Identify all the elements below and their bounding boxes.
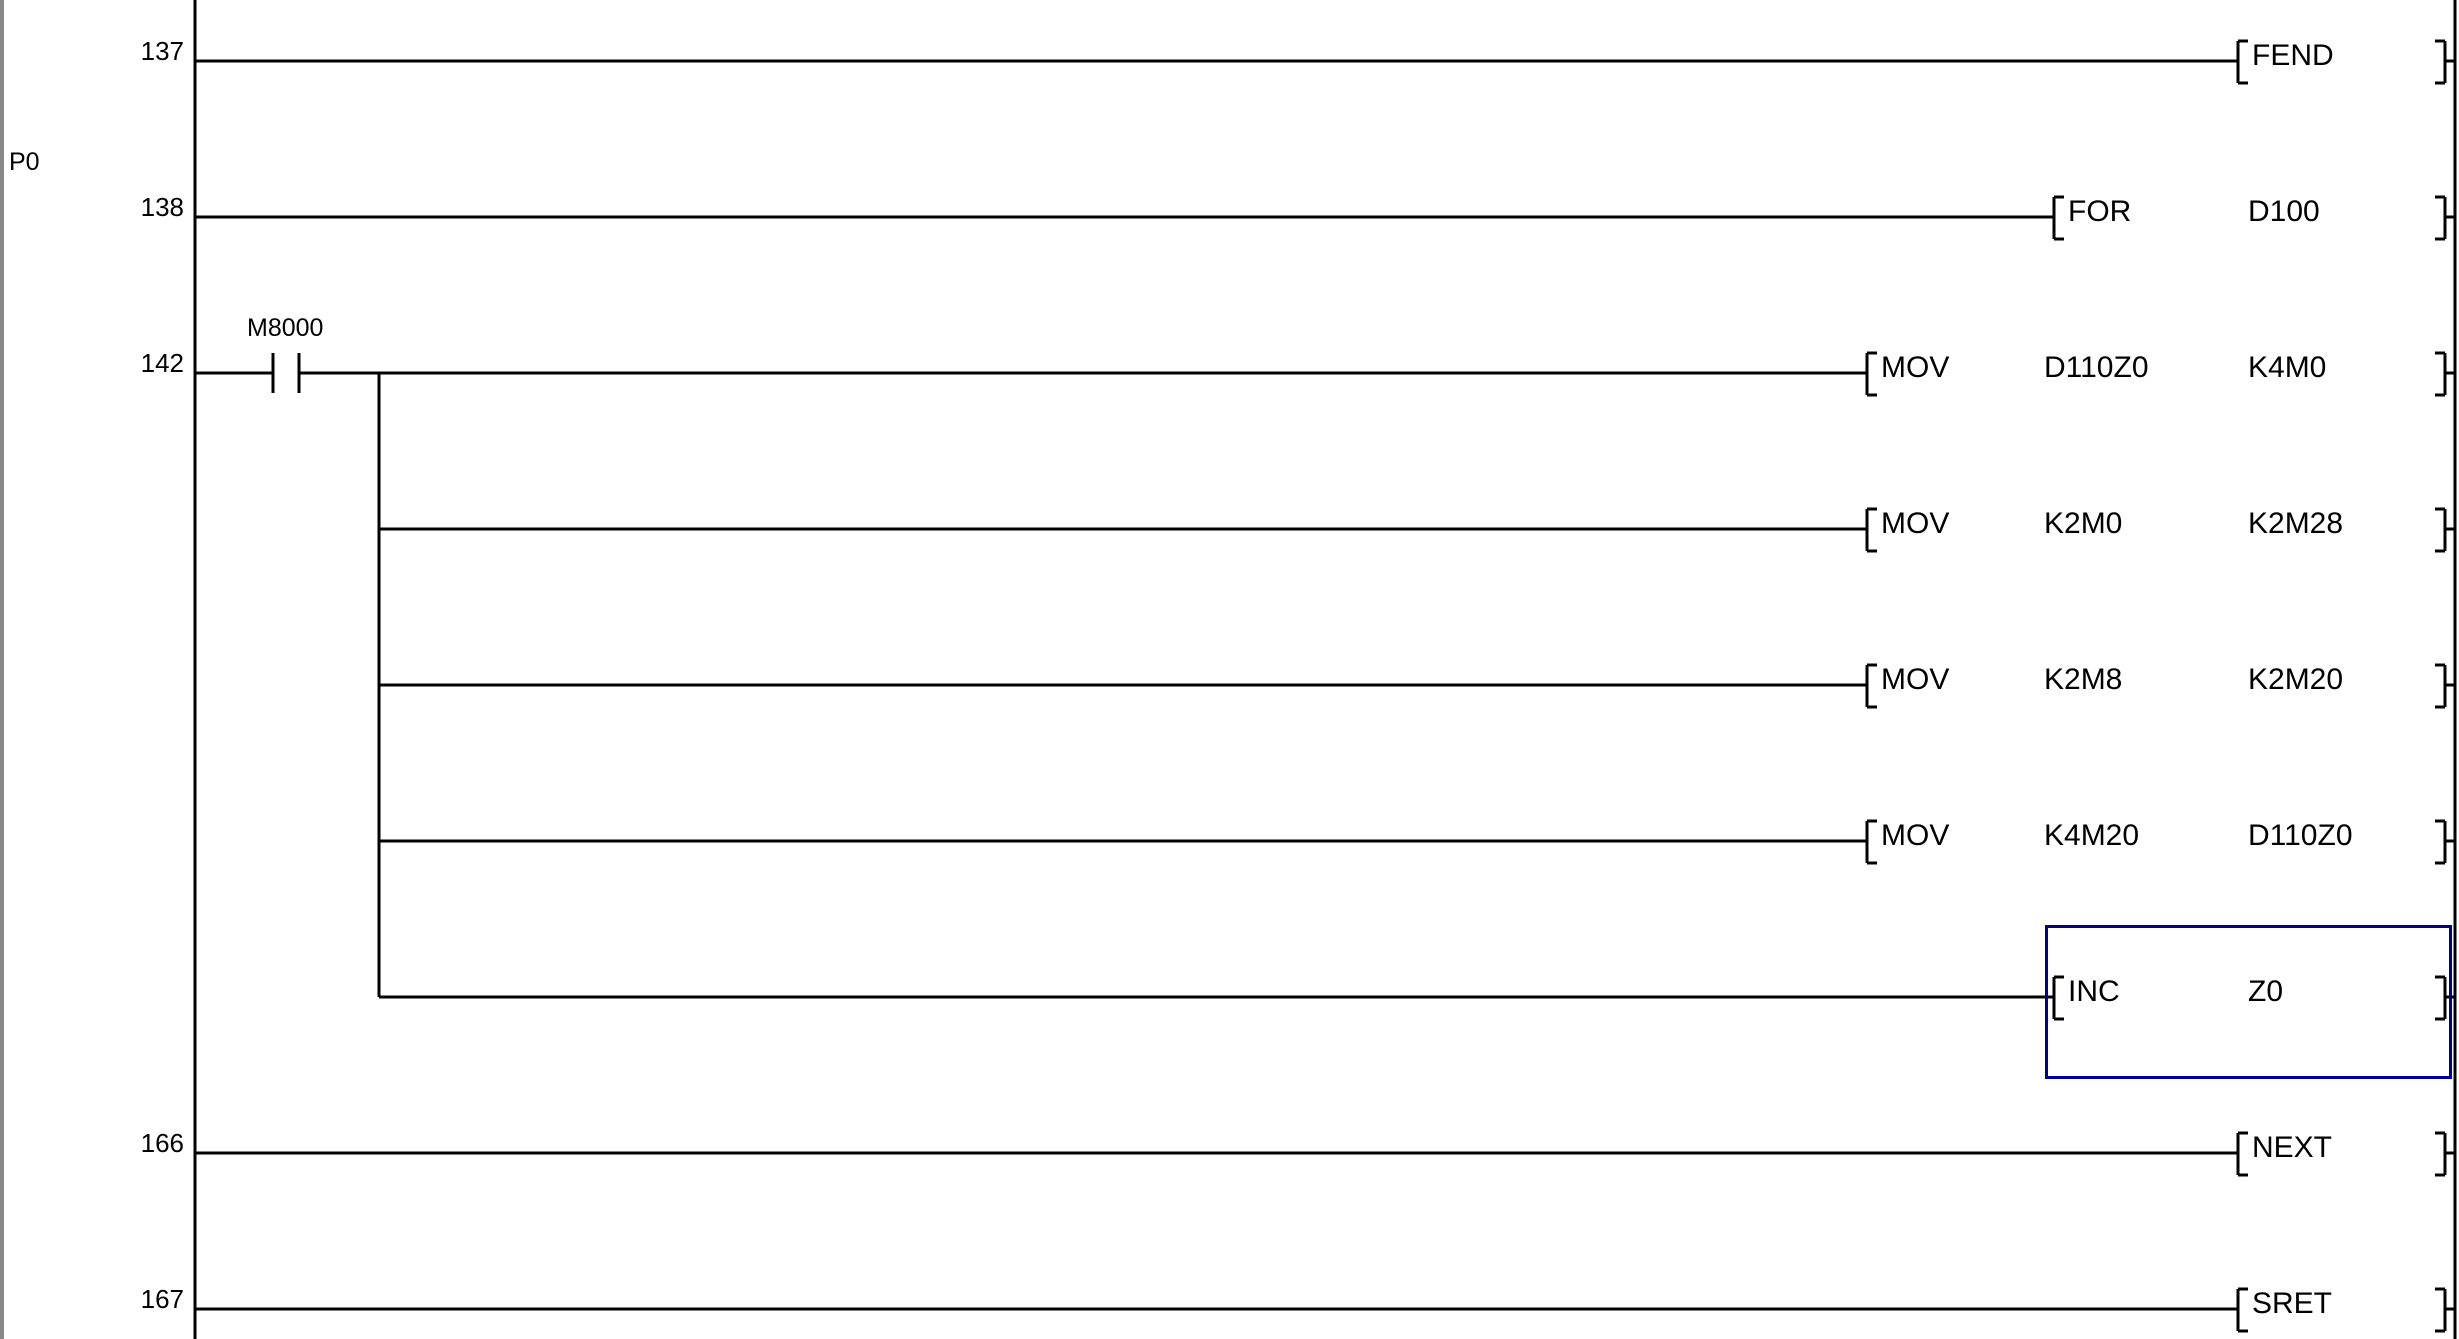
instruction-mnemonic[interactable]: FOR bbox=[2068, 195, 2132, 228]
instruction-operand[interactable]: K4M0 bbox=[2248, 351, 2327, 384]
instruction-operand[interactable]: K4M20 bbox=[2044, 819, 2140, 852]
selection-cursor[interactable] bbox=[2045, 925, 2452, 1079]
instruction-mnemonic[interactable]: FEND bbox=[2252, 39, 2334, 72]
step-number: 142 bbox=[140, 348, 184, 378]
instruction-operand[interactable]: D100 bbox=[2248, 195, 2320, 228]
instruction-mnemonic[interactable]: NEXT bbox=[2252, 1131, 2333, 1164]
step-number: 166 bbox=[140, 1128, 184, 1158]
contact-device-label[interactable]: M8000 bbox=[247, 314, 324, 342]
step-number: 167 bbox=[140, 1284, 184, 1314]
editor-left-border bbox=[0, 0, 4, 1339]
instruction-operand[interactable]: Z0 bbox=[2248, 975, 2284, 1008]
instruction-operand[interactable]: K2M8 bbox=[2044, 663, 2123, 696]
instruction-operand[interactable]: D110Z0 bbox=[2248, 819, 2353, 852]
instruction-mnemonic[interactable]: MOV bbox=[1881, 819, 1950, 852]
instruction-mnemonic[interactable]: MOV bbox=[1881, 663, 1950, 696]
instruction-operand[interactable]: K2M0 bbox=[2044, 507, 2123, 540]
step-number: 137 bbox=[140, 36, 184, 66]
pointer-label: P0 bbox=[9, 148, 40, 176]
instruction-mnemonic[interactable]: MOV bbox=[1881, 507, 1950, 540]
instruction-operand[interactable]: K2M20 bbox=[2248, 663, 2344, 696]
instruction-operand[interactable]: K2M28 bbox=[2248, 507, 2344, 540]
instruction-mnemonic[interactable]: MOV bbox=[1881, 351, 1950, 384]
instruction-mnemonic[interactable]: SRET bbox=[2252, 1287, 2333, 1320]
step-number: 138 bbox=[140, 192, 184, 222]
instruction-mnemonic[interactable]: INC bbox=[2068, 975, 2120, 1008]
instruction-operand[interactable]: D110Z0 bbox=[2044, 351, 2149, 384]
